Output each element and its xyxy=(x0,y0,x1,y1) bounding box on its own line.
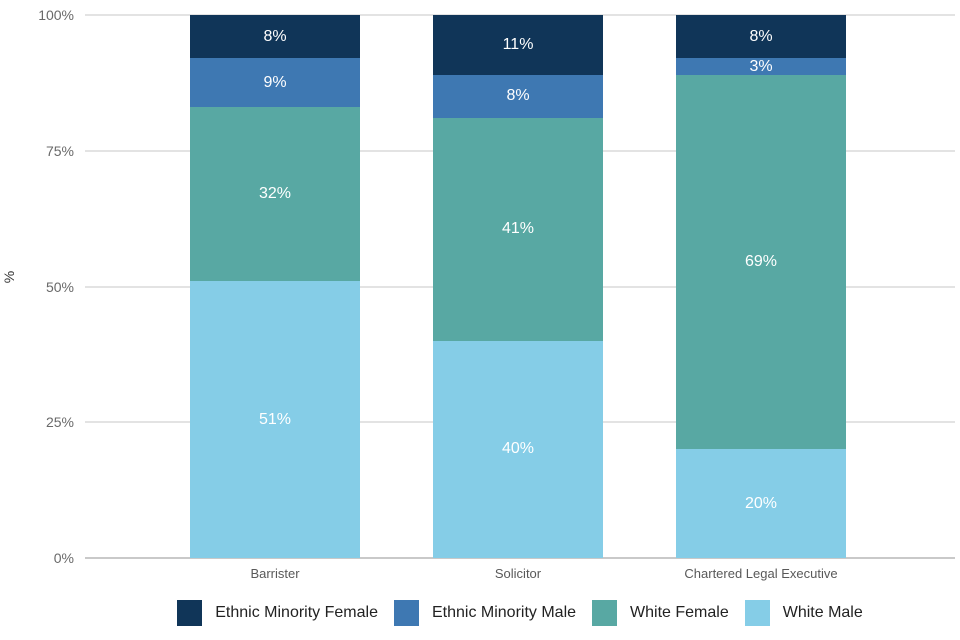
segment-data-label: 8% xyxy=(263,27,287,45)
segment-data-label: 69% xyxy=(744,253,778,271)
y-tick-label-50: 50% xyxy=(45,278,74,295)
legend-item-white-female: White Female xyxy=(592,600,729,626)
legend-label: Ethnic Minority Male xyxy=(431,604,577,621)
segment-data-label: 8% xyxy=(749,27,773,45)
bar-segment-ethnic-minority-female: 8% xyxy=(676,15,846,59)
x-axis-line xyxy=(85,557,955,559)
segment-data-label: 32% xyxy=(258,185,292,203)
legend-swatch-icon xyxy=(744,600,770,626)
legend-label: White Male xyxy=(782,604,863,621)
segment-data-label: 41% xyxy=(501,220,535,238)
legend-label: White Female xyxy=(630,604,729,621)
bar-segment-ethnic-minority-male: 3% xyxy=(676,57,846,75)
bar-segment-white-female: 69% xyxy=(676,74,846,450)
legend-label: Ethnic Minority Female xyxy=(215,604,378,621)
legend: Ethnic Minority Female Ethnic Minority Ma… xyxy=(85,600,955,626)
legend-item-ethnic-minority-female: Ethnic Minority Female xyxy=(177,600,378,626)
segment-data-label: 8% xyxy=(506,87,530,105)
segment-data-label: 20% xyxy=(744,494,778,512)
segment-data-label: 40% xyxy=(501,440,535,458)
x-tick-label-solicitor: Solicitor xyxy=(494,566,542,581)
y-tick-label-100: 100% xyxy=(38,7,74,23)
legend-item-white-male: White Male xyxy=(744,600,863,626)
legend-swatch-icon xyxy=(592,600,618,626)
segment-data-label: 51% xyxy=(258,410,292,428)
bar-chartered-legal-executive: 8% 3% 69% 20% xyxy=(676,15,846,558)
segment-data-label: 9% xyxy=(263,73,287,91)
legend-swatch-icon xyxy=(393,600,419,626)
bar-segment-ethnic-minority-male: 8% xyxy=(433,74,603,119)
x-tick-label-barrister: Barrister xyxy=(250,566,300,581)
bar-segment-ethnic-minority-female: 11% xyxy=(433,15,603,75)
bar-segment-white-male: 40% xyxy=(433,340,603,558)
bar-segment-ethnic-minority-male: 9% xyxy=(190,58,360,108)
bar-segment-ethnic-minority-female: 8% xyxy=(190,15,360,59)
bar-barrister: 8% 9% 32% 51% xyxy=(190,15,360,558)
bar-segment-white-male: 20% xyxy=(676,449,846,558)
y-tick-label-25: 25% xyxy=(45,414,74,431)
y-tick-label-0: 0% xyxy=(53,550,74,566)
bar-segment-white-female: 41% xyxy=(433,118,603,341)
segment-data-label: 3% xyxy=(749,57,773,75)
y-tick-label-75: 75% xyxy=(45,142,74,159)
bar-solicitor: 11% 8% 41% 40% xyxy=(433,15,603,558)
legend-swatch-icon xyxy=(177,600,203,626)
x-tick-label-chartered-legal-executive: Chartered Legal Executive xyxy=(684,566,838,581)
bar-segment-white-male: 51% xyxy=(190,281,360,558)
bar-segment-white-female: 32% xyxy=(190,107,360,282)
legend-item-ethnic-minority-male: Ethnic Minority Male xyxy=(393,600,577,626)
segment-data-label: 11% xyxy=(502,35,534,53)
